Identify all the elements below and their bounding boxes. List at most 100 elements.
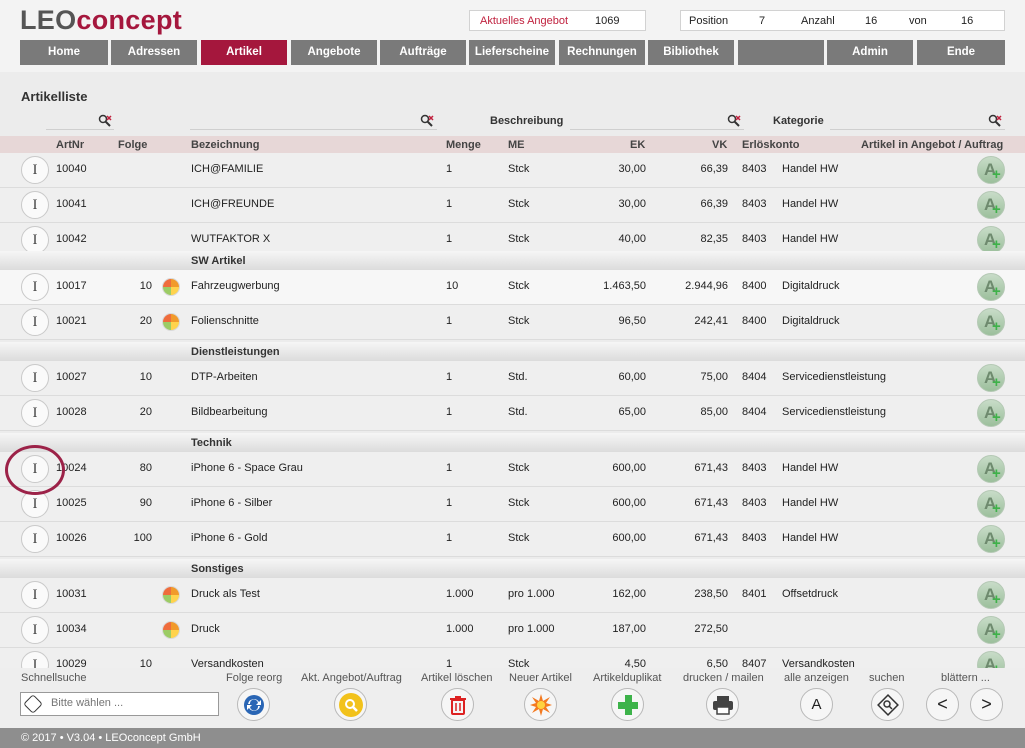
chevron-right-icon: > [981, 694, 992, 714]
table-row[interactable]: I 10025 90 iPhone 6 - Silber 1 Stck 600,00 671,… [0, 487, 1025, 522]
add-to-offer-button[interactable]: A+ [977, 651, 1005, 668]
col-artikel-in[interactable]: Artikel in Angebot / Auftrag [861, 139, 1004, 151]
current-offer-button[interactable] [334, 688, 367, 721]
nav-rechnungen[interactable]: Rechnungen [559, 40, 645, 65]
table-row[interactable]: I 10017 10 Fahrzeugwerbung 10 Stck 1.463,50 2.9… [0, 270, 1025, 305]
cell-bezeichnung: Bildbearbeitung [191, 406, 268, 418]
cell-kategorie: Servicedienstleistung [782, 371, 886, 383]
add-to-offer-button[interactable]: A+ [977, 308, 1005, 336]
search-filter-icon[interactable] [727, 114, 741, 128]
new-article-button[interactable] [524, 688, 557, 721]
add-to-offer-button[interactable]: A+ [977, 490, 1005, 518]
add-to-offer-button[interactable]: A+ [977, 581, 1005, 609]
info-button[interactable]: I [21, 616, 49, 644]
filter-beschreibung[interactable] [570, 113, 744, 130]
info-button[interactable]: I [21, 308, 49, 336]
filter-bezeichnung[interactable] [190, 113, 437, 130]
reorder-button[interactable] [237, 688, 270, 721]
folge-reorg-label: Folge reorg [226, 672, 283, 684]
nav-ende[interactable]: Ende [917, 40, 1005, 65]
add-to-offer-button[interactable]: A+ [977, 616, 1005, 644]
col-artnr[interactable]: ArtNr [56, 139, 85, 151]
cell-vk: 85,00 [700, 406, 728, 418]
col-vk[interactable]: VK [712, 139, 728, 151]
show-all-button[interactable]: A [800, 688, 833, 721]
search-filter-icon[interactable] [988, 114, 1002, 128]
table-row[interactable]: I 10028 20 Bildbearbeitung 1 Std. 65,00 85,00 84… [0, 396, 1025, 431]
table-row[interactable]: I 10031 Druck als Test 1.000 pro 1.000 162,00… [0, 578, 1025, 613]
info-button[interactable]: I [21, 191, 49, 219]
filter-beschreibung-label: Beschreibung [490, 115, 564, 127]
table-row[interactable]: I 10021 20 Folienschnitte 1 Stck 96,50 242,41 84… [0, 305, 1025, 340]
cell-ek: 4,50 [624, 658, 646, 668]
info-button[interactable]: I [21, 156, 49, 184]
cell-ek: 96,50 [618, 315, 646, 327]
add-to-offer-button[interactable]: A+ [977, 455, 1005, 483]
nav-artikel[interactable]: Artikel [201, 40, 287, 65]
nav-empty[interactable] [738, 40, 824, 65]
prev-button[interactable]: < [926, 688, 959, 721]
col-bezeichnung[interactable]: Bezeichnung [191, 139, 260, 151]
filter-kategorie[interactable] [830, 113, 1005, 130]
delete-article-button[interactable] [441, 688, 474, 721]
info-button[interactable]: I [21, 273, 49, 301]
col-erloeskonto[interactable]: Erlöskonto [742, 139, 800, 151]
table-row[interactable]: I 10041 ICH@FREUNDE 1 Stck 30,00 66,39 8403 Hand… [0, 188, 1025, 223]
search-icon [23, 694, 43, 714]
nav-adressen[interactable]: Adressen [111, 40, 197, 65]
col-ek[interactable]: EK [630, 139, 646, 151]
cell-folge: 20 [139, 406, 152, 418]
quick-search-input[interactable] [51, 697, 211, 709]
add-to-offer-button[interactable]: A+ [977, 156, 1005, 184]
position-box: Position 7 Anzahl 16 von 16 [680, 10, 1005, 31]
cell-bezeichnung: WUTFAKTOR X [191, 233, 271, 245]
article-list[interactable]: I 10040 ICH@FAMILIE 1 Stck 30,00 66,39 8403 Hand… [0, 153, 1025, 668]
col-folge[interactable]: Folge [118, 139, 148, 151]
print-button[interactable] [706, 688, 739, 721]
add-to-offer-button[interactable]: A+ [977, 399, 1005, 427]
quick-search-box[interactable] [20, 692, 219, 716]
table-row[interactable]: I 10027 10 DTP-Arbeiten 1 Std. 60,00 75,00 8404 S… [0, 361, 1025, 396]
nav-admin[interactable]: Admin [827, 40, 913, 65]
info-button[interactable]: I [21, 525, 49, 553]
nav-angebote[interactable]: Angebote [291, 40, 377, 65]
nav-home[interactable]: Home [20, 40, 108, 65]
add-to-offer-button[interactable]: A+ [977, 226, 1005, 254]
cell-artnr: 10021 [56, 315, 87, 327]
search-filter-icon[interactable] [420, 114, 434, 128]
cell-artnr: 10027 [56, 371, 87, 383]
info-button[interactable]: I [21, 651, 49, 668]
info-button[interactable]: I [21, 364, 49, 392]
nav-auftraege[interactable]: Aufträge [380, 40, 466, 65]
of-value: 16 [961, 15, 974, 27]
add-to-offer-button[interactable]: A+ [977, 191, 1005, 219]
search-button[interactable] [871, 688, 904, 721]
col-me[interactable]: ME [508, 139, 525, 151]
current-offer-box: Aktuelles Angebot 1069 [469, 10, 646, 31]
table-row[interactable]: I 10029 10 Versandkosten 1 Stck 4,50 6,50 8407 Ve… [0, 648, 1025, 668]
add-to-offer-button[interactable]: A+ [977, 273, 1005, 301]
cell-me: Std. [508, 406, 528, 418]
col-menge[interactable]: Menge [446, 139, 481, 151]
plus-icon: + [992, 283, 1001, 300]
filter-artnr[interactable] [46, 113, 114, 130]
info-button[interactable]: I [21, 581, 49, 609]
nav-lieferscheine[interactable]: Lieferscheine [469, 40, 555, 65]
table-row[interactable]: I 10024 80 iPhone 6 - Space Grau 1 Stck 600,00… [0, 452, 1025, 487]
info-button[interactable]: I [21, 226, 49, 254]
table-row[interactable]: I 10034 Druck 1.000 pro 1.000 187,00 272,50 A + [0, 613, 1025, 648]
info-button[interactable]: I [21, 490, 49, 518]
duplicate-article-button[interactable] [611, 688, 644, 721]
bottom-toolbar: Schnellsuche Folge reorg Akt. Angebot/Au… [0, 668, 1025, 728]
info-button[interactable]: I [21, 455, 49, 483]
add-to-offer-button[interactable]: A+ [977, 364, 1005, 392]
next-button[interactable]: > [970, 688, 1003, 721]
search-filter-icon[interactable] [98, 114, 112, 128]
blaettern-label: blättern ... [941, 672, 990, 684]
nav-bibliothek[interactable]: Bibliothek [648, 40, 734, 65]
table-row[interactable]: I 10026 100 iPhone 6 - Gold 1 Stck 600,00 671,4… [0, 522, 1025, 557]
info-button[interactable]: I [21, 399, 49, 427]
table-row[interactable]: I 10040 ICH@FAMILIE 1 Stck 30,00 66,39 8403 Hand… [0, 153, 1025, 188]
cell-me: Stck [508, 497, 530, 509]
add-to-offer-button[interactable]: A+ [977, 525, 1005, 553]
